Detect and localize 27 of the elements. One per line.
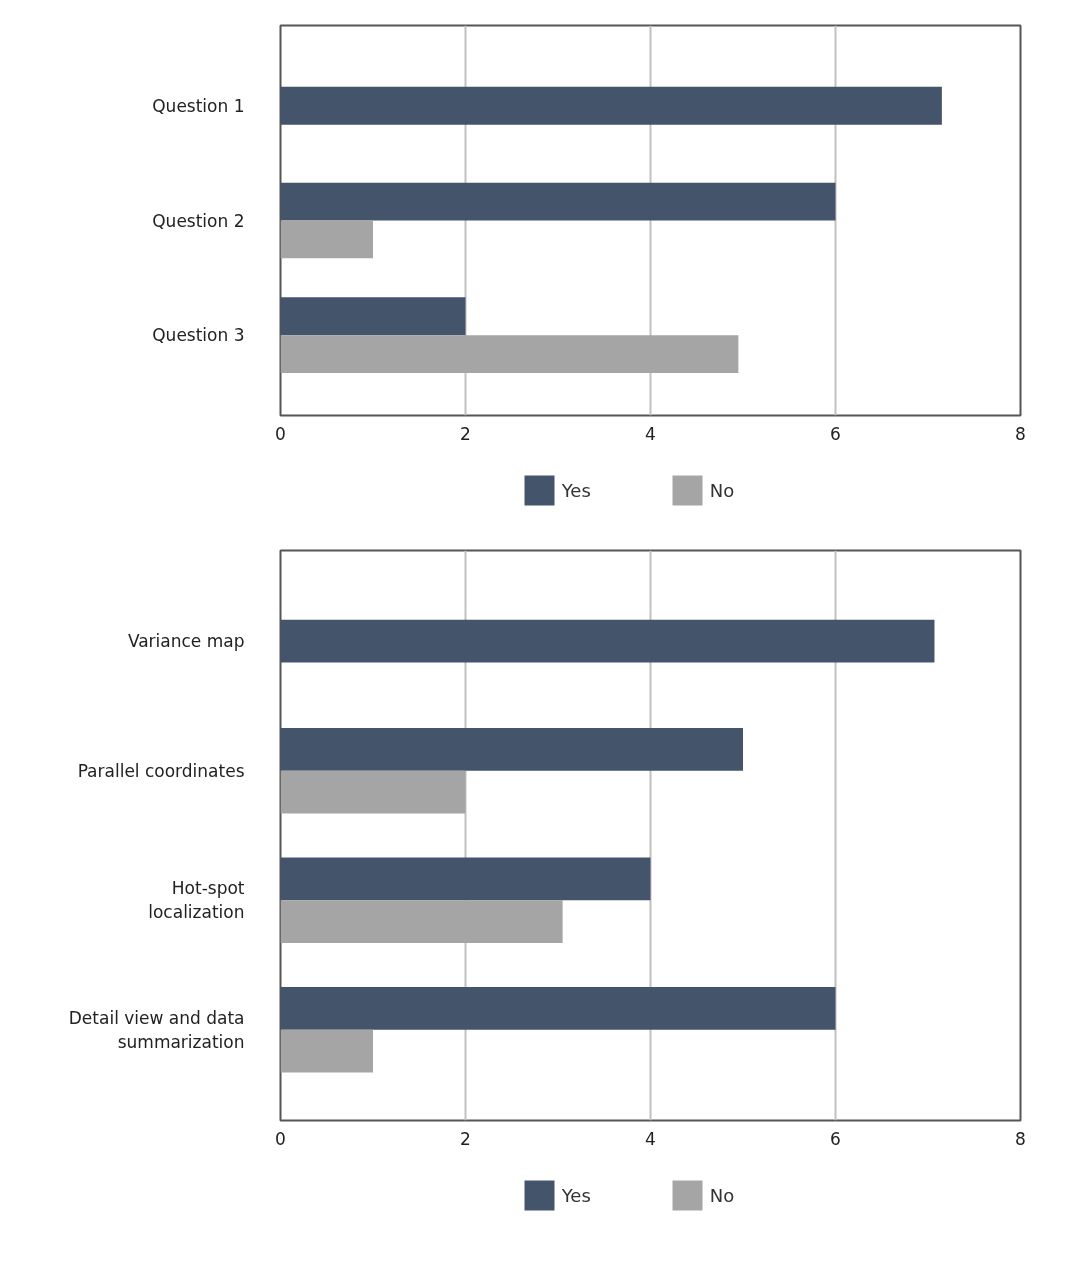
y-tick-label: Variance map <box>127 631 245 652</box>
legend-label: Yes <box>560 1185 591 1206</box>
bar <box>280 900 563 944</box>
y-tick-label: Detail view and data summarization <box>68 1007 245 1052</box>
x-tick-label: 4 <box>645 423 656 444</box>
legend-label: No <box>709 1185 735 1206</box>
x-tick-label: 2 <box>460 1128 471 1149</box>
bar <box>280 770 466 814</box>
y-tick-label: Parallel coordinates <box>77 760 245 781</box>
x-tick-label: 4 <box>645 1128 656 1149</box>
bar <box>280 987 836 1030</box>
y-tick-label: Question 1 <box>152 95 245 116</box>
x-tick-label: 6 <box>830 423 841 444</box>
x-tick-label: 8 <box>1015 1128 1026 1149</box>
x-tick-label: 0 <box>275 1128 286 1149</box>
bar <box>280 857 651 901</box>
legend-label: Yes <box>560 480 591 501</box>
x-tick-label: 0 <box>275 423 286 444</box>
bar <box>280 727 743 771</box>
x-tick-label: 2 <box>460 423 471 444</box>
y-tick-label: Hot-spot localization <box>148 878 245 923</box>
x-tick-label: 6 <box>830 1128 841 1149</box>
bar <box>280 1029 373 1073</box>
y-tick-label: Question 2 <box>152 210 245 231</box>
x-tick-label: 8 <box>1015 423 1026 444</box>
y-tick-label: Question 3 <box>152 325 245 346</box>
legend-label: No <box>709 480 735 501</box>
